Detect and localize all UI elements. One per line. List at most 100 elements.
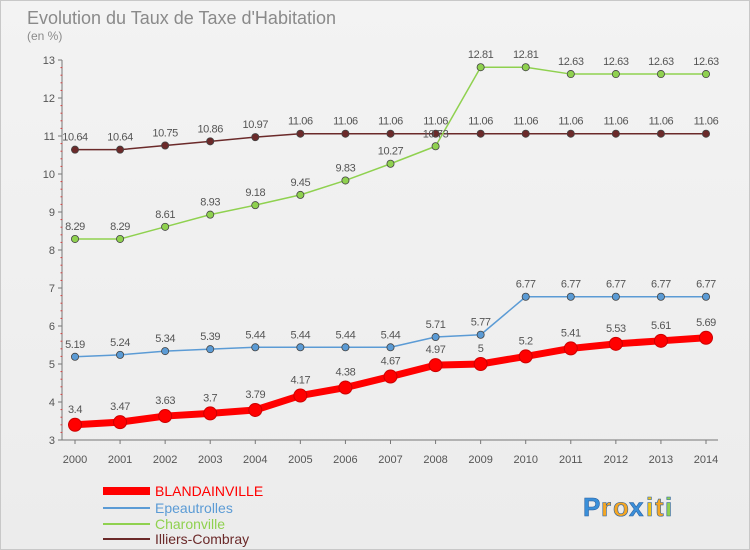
data-point [341, 343, 350, 352]
data-label: 5.39 [200, 331, 220, 343]
data-label: 5.61 [651, 320, 671, 332]
data-label: 5.77 [471, 317, 491, 329]
y-tick-label: 10 [43, 169, 55, 181]
logo-letter: i [646, 492, 653, 522]
data-point [116, 350, 125, 359]
y-tick-label: 8 [49, 245, 55, 257]
data-label: 6.77 [606, 279, 626, 291]
x-tick-label: 2000 [63, 454, 87, 466]
data-label: 12.81 [513, 49, 539, 61]
legend: BLANDAINVILLEEpeautrollesCharonvilleIlli… [103, 483, 263, 547]
data-label: 11.06 [378, 116, 403, 128]
data-point [116, 145, 125, 154]
data-label: 10.86 [197, 123, 223, 135]
chart-axes: 3 4 5 6 7 8 9 10 11 12 13 2000 2001 2002 2003 2004 2005 2… [43, 55, 718, 466]
data-point [473, 357, 488, 371]
data-label: 8.61 [155, 209, 175, 221]
data-point [431, 129, 440, 138]
data-point [608, 336, 623, 351]
data-point [476, 63, 485, 72]
y-tick-label: 4 [49, 397, 55, 409]
data-point [563, 341, 578, 356]
data-point [386, 129, 395, 138]
data-label: 9.83 [336, 162, 356, 174]
logo-letter: t [655, 492, 664, 522]
data-label: 8.29 [65, 221, 85, 233]
logo-letter: P [583, 492, 600, 522]
series-3 [71, 129, 711, 154]
y-tick-label: 11 [44, 131, 55, 143]
data-point [203, 406, 218, 421]
x-tick-label: 2009 [468, 454, 492, 466]
data-label: 4.67 [381, 356, 401, 368]
data-point [611, 292, 620, 301]
legend-label: BLANDAINVILLE [155, 483, 263, 499]
logo-letter: i [665, 492, 672, 522]
data-label: 5.44 [290, 329, 310, 341]
data-labels: 10.64 10.64 10.75 10.86 10.97 11.06 11.06 11.06… [62, 49, 719, 416]
series-0 [68, 330, 713, 432]
data-label: 3.79 [245, 389, 265, 401]
data-label: 5.24 [110, 337, 130, 349]
data-point [68, 417, 82, 432]
data-label: 5.71 [426, 319, 446, 331]
data-label: 6.77 [516, 279, 536, 291]
data-label: 4.17 [290, 375, 310, 387]
data-point [702, 129, 711, 138]
data-point [113, 415, 128, 430]
data-label: 4.97 [426, 344, 446, 356]
data-point [296, 129, 305, 138]
data-point [341, 129, 350, 138]
data-point [251, 133, 260, 142]
data-point [158, 409, 173, 424]
series-layer [68, 63, 713, 432]
data-label: 5.44 [336, 329, 356, 341]
logo-letter: o [613, 492, 629, 522]
data-point [702, 70, 711, 79]
data-point [161, 347, 170, 356]
y-tick-label: 3 [49, 435, 55, 447]
data-label: 3.7 [203, 392, 217, 404]
x-tick-label: 2013 [649, 454, 673, 466]
data-label: 10.73 [423, 128, 449, 140]
data-point [566, 129, 575, 138]
data-point [293, 388, 308, 403]
data-label: 12.63 [558, 56, 584, 68]
data-label: 11.06 [558, 116, 583, 128]
data-point [206, 345, 215, 354]
y-tick-label: 9 [49, 207, 55, 219]
series-2 [71, 63, 711, 243]
data-label: 10.64 [107, 132, 133, 144]
data-label: 12.63 [648, 56, 674, 68]
data-label: 5.44 [381, 329, 401, 341]
data-label: 10.27 [378, 146, 404, 158]
data-point [476, 330, 485, 339]
logo-letter: r [601, 492, 611, 522]
data-label: 4.38 [336, 367, 356, 379]
data-label: 5.53 [606, 323, 626, 335]
data-point [386, 343, 395, 352]
x-tick-label: 2014 [694, 454, 718, 466]
data-point [338, 380, 353, 395]
data-label: 11.06 [333, 116, 358, 128]
x-tick-label: 2008 [423, 454, 447, 466]
data-label: 5 [478, 343, 484, 355]
logo-letter: x [629, 492, 644, 522]
data-point [161, 141, 170, 150]
data-point [431, 333, 440, 342]
y-tick-label: 12 [43, 93, 55, 105]
data-label: 5.34 [155, 333, 175, 345]
data-point [206, 137, 215, 146]
chart-title: Evolution du Taux de Taxe d'Habitation [27, 8, 336, 28]
data-point [296, 343, 305, 352]
y-tick-label: 7 [49, 283, 55, 295]
data-point [431, 142, 440, 151]
data-point [296, 190, 305, 199]
data-point [611, 70, 620, 79]
data-point [341, 176, 350, 185]
data-label: 11.06 [694, 116, 719, 128]
data-label: 5.44 [245, 329, 265, 341]
data-label: 11.06 [288, 116, 313, 128]
data-label: 9.18 [245, 187, 265, 199]
data-label: 3.47 [110, 401, 130, 413]
